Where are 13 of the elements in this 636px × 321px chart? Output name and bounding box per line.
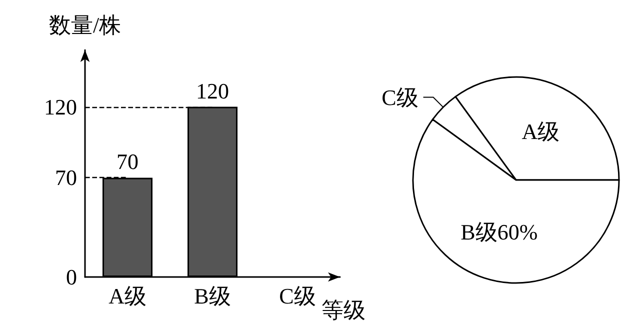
- y-tick-label: 120: [44, 94, 77, 120]
- slice-label: C级: [382, 84, 418, 110]
- y-axis-title: 数量/株: [48, 12, 122, 38]
- slice-label: A级: [522, 118, 560, 144]
- y-tick-label: 70: [55, 165, 77, 190]
- x-tick-label: C级: [279, 284, 316, 308]
- x-tick-label: B级: [194, 284, 231, 308]
- x-tick-label: A级: [108, 284, 146, 308]
- y-tick-label: 0: [66, 264, 77, 290]
- data-label: 120: [196, 78, 229, 104]
- data-label: 70: [116, 149, 138, 174]
- slice-label: B级60%: [460, 219, 538, 244]
- x-axis-title: 等级: [322, 298, 366, 321]
